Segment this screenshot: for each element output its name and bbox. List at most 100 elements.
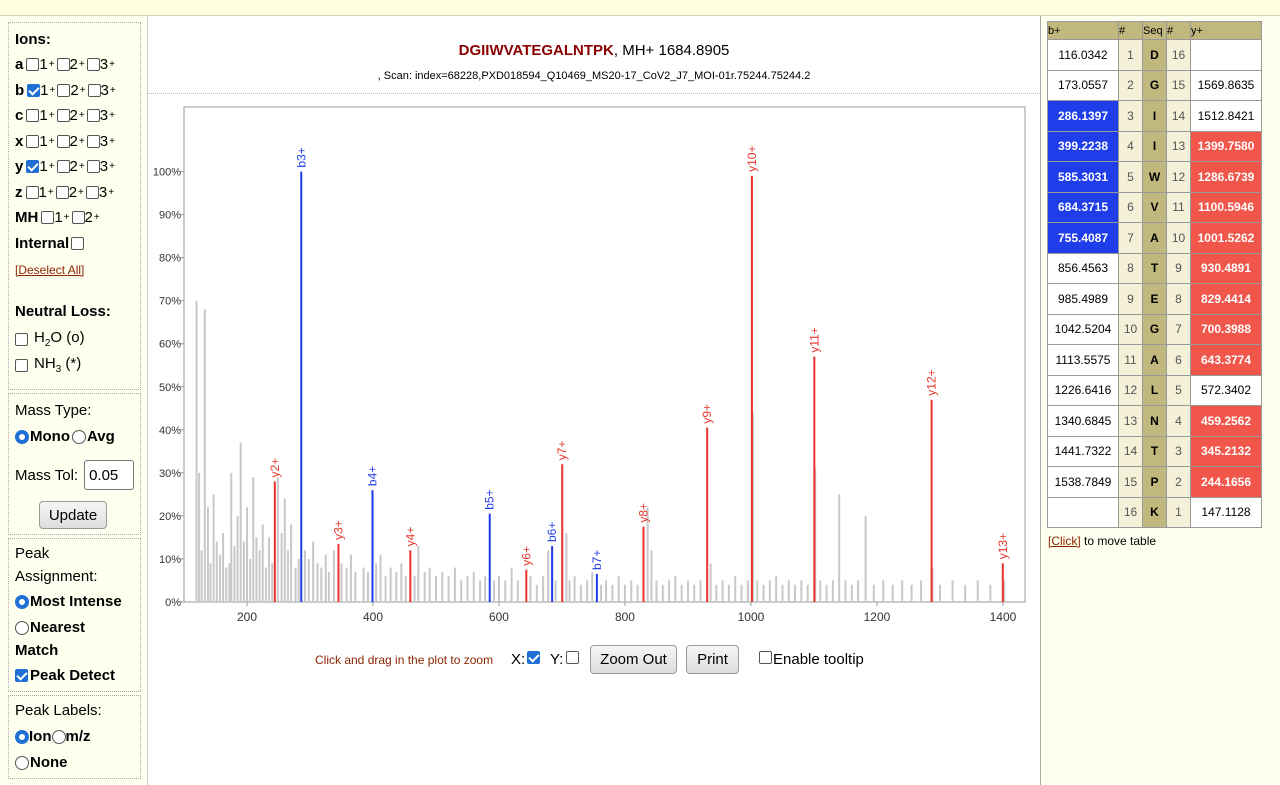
residue: V <box>1142 191 1167 223</box>
mh-charge-1-checkbox[interactable] <box>41 211 55 224</box>
y-ion-mass: 459.2562 <box>1190 405 1262 437</box>
y-zoom-checkbox[interactable] <box>566 651 579 664</box>
spectrum-plot[interactable]: 0% 10% 20% 30% 40% 50% 60% 70% 80% 90% 100% 200 400 6… <box>148 16 1040 641</box>
b-ion-mass: 399.2238 <box>1047 130 1119 162</box>
b-index: 9 <box>1118 283 1143 315</box>
c-charge-2-checkbox[interactable] <box>56 109 70 122</box>
charge-label: 1 <box>40 81 49 99</box>
b-index: 14 <box>1118 435 1143 467</box>
nearest-match-radio[interactable] <box>15 620 29 635</box>
nearest-label: Nearest <box>30 619 86 636</box>
x-charge-3-checkbox[interactable] <box>86 134 100 148</box>
nh3-loss-checkbox[interactable] <box>15 358 28 372</box>
peak-label-y4: y4+ <box>403 527 417 547</box>
x-charge-1-checkbox[interactable] <box>26 134 40 148</box>
y-tick-label: 0% <box>165 597 181 609</box>
y-charge-1-checkbox[interactable] <box>26 160 40 173</box>
charge-label: 3 <box>99 158 109 175</box>
mono-radio[interactable] <box>15 429 29 444</box>
y-ion-mass: 1286.6739 <box>1190 161 1262 193</box>
ion-row-b: b 1 +2 +3 + <box>15 82 118 99</box>
x-zoom-checkbox[interactable] <box>527 651 540 664</box>
h2o-loss-checkbox[interactable] <box>15 332 28 346</box>
residue: P <box>1142 466 1167 498</box>
peak-label-b4: b4+ <box>365 466 379 486</box>
y-ion-mass: 829.4414 <box>1190 283 1262 315</box>
x-charge-2-checkbox[interactable] <box>56 134 70 148</box>
charge-sign: + <box>48 110 55 121</box>
a-charge-2-checkbox[interactable] <box>56 58 70 71</box>
y-tick-label: 80% <box>159 253 181 265</box>
table-row: 985.4989 9 E 8 829.4414 <box>1047 283 1262 315</box>
b-ion-mass: 985.4989 <box>1047 283 1119 315</box>
none-label: None <box>30 754 68 771</box>
y-charge-3-checkbox[interactable] <box>86 160 100 173</box>
mono-label: Mono <box>30 428 70 445</box>
peak-label-y6: y6+ <box>519 546 533 566</box>
a-charge-1-checkbox[interactable] <box>26 58 40 71</box>
mass-type-heading: Mass Type: <box>15 402 92 419</box>
b-charge-3-checkbox[interactable] <box>87 83 101 97</box>
peak-label-y13: y13+ <box>996 533 1010 559</box>
residue: A <box>1142 344 1167 376</box>
print-button[interactable]: Print <box>686 645 739 674</box>
zoom-out-button[interactable]: Zoom Out <box>590 645 677 674</box>
a-charge-3-checkbox[interactable] <box>86 58 100 71</box>
peak-label-y8: y8+ <box>637 503 651 523</box>
y-tick-label: 60% <box>159 339 181 351</box>
plot-frame[interactable] <box>183 106 1026 603</box>
tooltip-checkbox[interactable] <box>759 651 772 664</box>
y-charge-2-checkbox[interactable] <box>56 160 70 173</box>
b-charge-1-checkbox[interactable] <box>27 83 41 97</box>
charge-sign: + <box>109 84 116 96</box>
peak-detect-label: Peak Detect <box>30 667 116 684</box>
charge-label: 1 <box>39 132 48 150</box>
c-charge-3-checkbox[interactable] <box>86 109 100 122</box>
peak-label-y9: y9+ <box>700 404 714 424</box>
neutral-loss-heading: Neutral Loss: <box>15 303 111 320</box>
peak-labels-heading: Peak Labels: <box>15 702 102 719</box>
x-tick-label: 1200 <box>864 610 891 624</box>
z-charge-2-checkbox[interactable] <box>55 185 69 199</box>
mz-label-radio[interactable] <box>51 729 66 744</box>
y-tick-label: 40% <box>159 425 181 437</box>
mass-tol-input[interactable]: 0.05 <box>84 460 135 490</box>
ion-label-radio[interactable] <box>15 729 29 744</box>
avg-radio[interactable] <box>71 429 86 444</box>
mh-charge-2-checkbox[interactable] <box>71 211 85 224</box>
y-index: 12 <box>1166 161 1191 193</box>
plot-controls: Click and drag in the plot to zoom X: Y:… <box>148 644 1040 676</box>
charge-sign: + <box>108 186 115 198</box>
peak-label-y10: y10+ <box>745 146 759 172</box>
ion-label: Ion <box>29 728 52 745</box>
z-charge-1-checkbox[interactable] <box>25 185 39 199</box>
most-intense-label: Most Intense <box>30 593 122 610</box>
move-table-link[interactable]: [Click] <box>1048 534 1081 548</box>
b-index: 3 <box>1118 100 1143 132</box>
peak-detect-checkbox[interactable] <box>15 669 28 682</box>
b-ion-mass: 116.0342 <box>1047 39 1119 71</box>
y-index: 1 <box>1166 496 1191 528</box>
y-index: 3 <box>1166 435 1191 467</box>
deselect-all-link[interactable]: [Deselect All] <box>15 263 85 277</box>
plot-separator <box>148 93 1040 94</box>
y-zoom-label: Y: <box>550 651 564 668</box>
y-index: 16 <box>1166 39 1191 71</box>
c-charge-1-checkbox[interactable] <box>26 109 40 122</box>
charge-label: 2 <box>69 158 78 175</box>
z-charge-3-checkbox[interactable] <box>85 185 99 199</box>
b-index: 13 <box>1118 405 1143 437</box>
update-button[interactable]: Update <box>39 501 107 529</box>
y-index: 14 <box>1166 100 1191 132</box>
peak-label-y2: y2+ <box>268 458 282 478</box>
charge-label: 1 <box>38 183 47 201</box>
none-label-radio[interactable] <box>15 755 29 770</box>
mass-type-section: Mass Type: Mono Avg Mass Tol: 0.05 Updat… <box>8 393 141 535</box>
ion-row-mh: MH 1 +2 + <box>15 209 102 226</box>
charge-label: 2 <box>69 132 78 150</box>
b-charge-2-checkbox[interactable] <box>57 83 71 97</box>
charge-label: 1 <box>39 158 48 175</box>
table-row: 1340.6845 13 N 4 459.2562 <box>1047 405 1262 437</box>
most-intense-radio[interactable] <box>15 594 29 609</box>
internal-checkbox[interactable] <box>71 237 85 250</box>
